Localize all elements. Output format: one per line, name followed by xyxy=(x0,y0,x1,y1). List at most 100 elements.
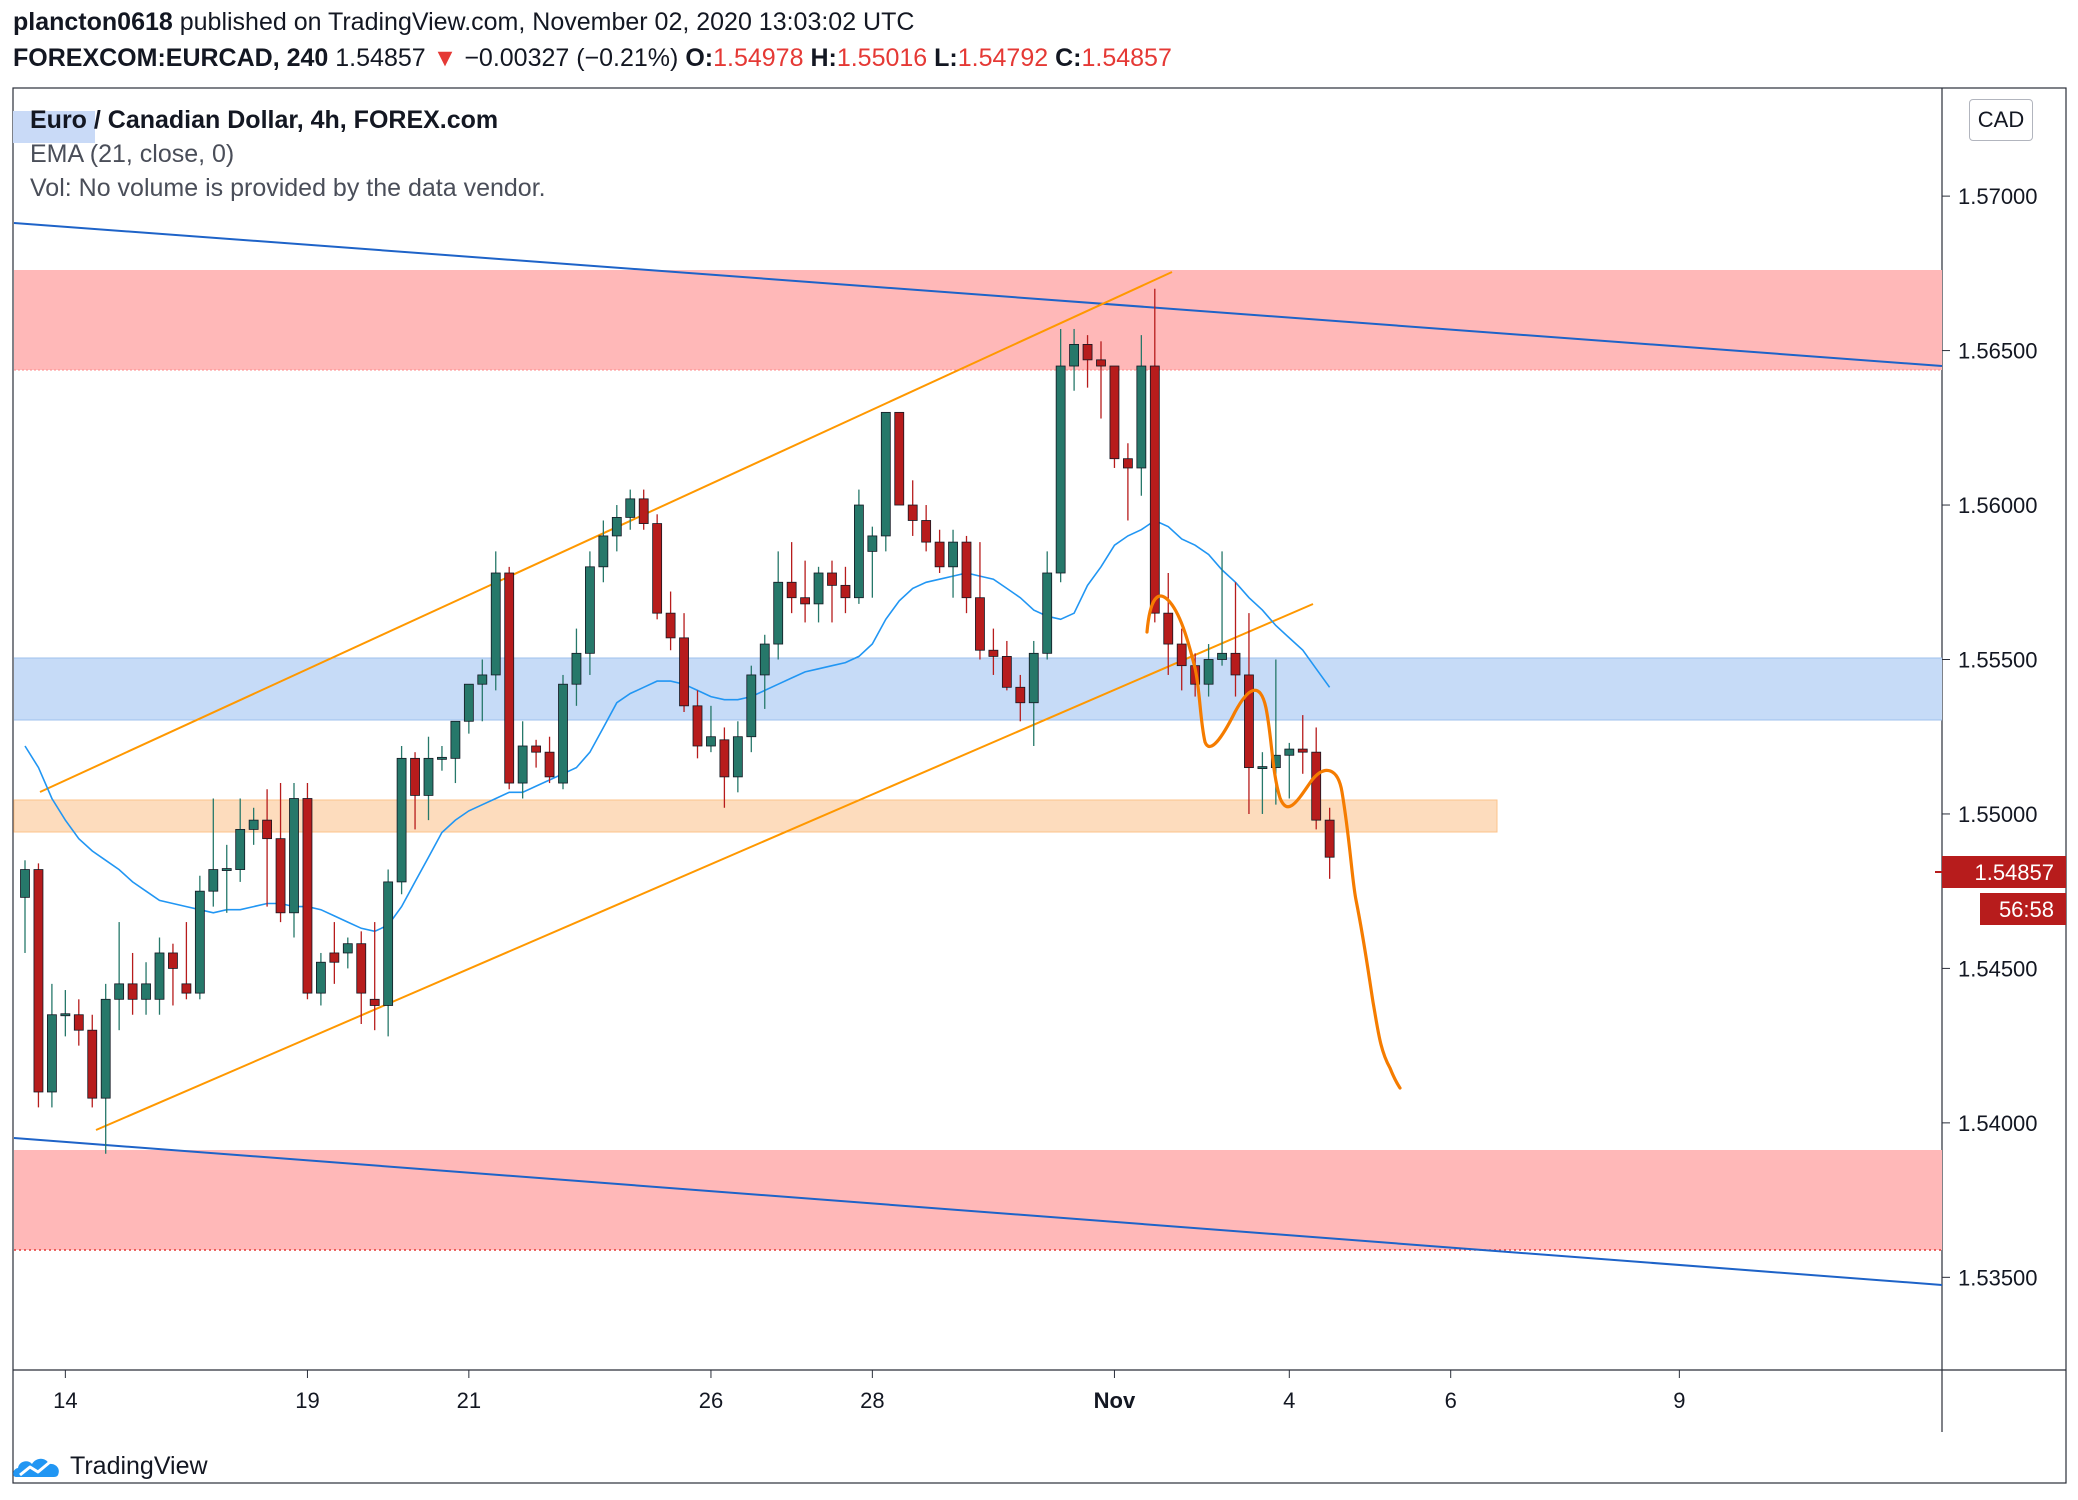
candle-body xyxy=(1284,748,1295,756)
candle xyxy=(87,1014,98,1108)
candle-body xyxy=(383,881,394,1006)
tradingview-brand: TradingView xyxy=(70,1451,208,1480)
candle xyxy=(665,591,676,651)
time-tick-label: 9 xyxy=(1673,1388,1685,1413)
candle-body xyxy=(571,652,582,685)
candle xyxy=(1284,742,1295,799)
candle-body xyxy=(410,757,420,796)
low-value: 1.54792 xyxy=(957,44,1049,72)
candle xyxy=(127,952,138,1015)
candle xyxy=(396,745,407,895)
candle-body xyxy=(827,572,837,586)
candle xyxy=(800,560,810,623)
last-price: 1.54857 xyxy=(335,44,426,72)
candle-body xyxy=(773,581,784,645)
candle xyxy=(1109,365,1120,468)
candle xyxy=(558,674,568,790)
legend-highlight xyxy=(13,111,95,143)
candle xyxy=(221,844,232,913)
candle xyxy=(1257,752,1268,814)
candle xyxy=(181,922,192,1000)
candle-body xyxy=(1270,754,1281,769)
candle-body xyxy=(1149,365,1160,614)
candle-body xyxy=(141,983,151,1000)
legend-volume[interactable]: Vol: No volume is provided by the data v… xyxy=(30,174,546,202)
candle-body xyxy=(1311,751,1322,821)
candle-body xyxy=(194,890,205,994)
candle-body xyxy=(235,828,246,870)
price-tick-label: 1.55000 xyxy=(1958,802,2038,827)
candle-body xyxy=(732,736,743,778)
candle-timer-badge xyxy=(1980,893,2066,925)
candle-body xyxy=(800,597,810,605)
candle xyxy=(598,520,609,583)
price-tick-label: 1.56000 xyxy=(1958,493,2038,518)
candle-body xyxy=(60,1013,71,1017)
candle-body xyxy=(1163,612,1174,645)
candle xyxy=(154,937,165,1015)
price-tick-label: 1.57000 xyxy=(1958,184,2038,209)
legend-title[interactable]: Euro / Canadian Dollar, 4h, FOREX.com xyxy=(30,106,499,134)
author-name[interactable]: plancton0618 xyxy=(13,8,173,36)
candle-body xyxy=(1123,458,1133,469)
candle-body xyxy=(1217,652,1227,660)
candle-body xyxy=(719,739,730,778)
candle-body xyxy=(114,983,125,1000)
candle-body xyxy=(423,757,434,796)
support-zone-blue xyxy=(14,658,1942,720)
publish-info: published on TradingView.com, November 0… xyxy=(179,8,915,36)
legend-ema[interactable]: EMA (21, close, 0) xyxy=(30,140,235,168)
candle-body xyxy=(1096,359,1106,367)
candle-body xyxy=(1042,572,1053,654)
candle-body xyxy=(315,961,326,994)
candle xyxy=(235,798,246,882)
candle-body xyxy=(517,745,528,784)
tradingview-logo[interactable]: TradingView xyxy=(12,1448,208,1484)
candle xyxy=(329,922,340,984)
candle-body xyxy=(652,523,663,614)
candle xyxy=(544,736,555,784)
candle xyxy=(934,529,945,573)
candle xyxy=(692,690,703,759)
candle xyxy=(168,943,178,1006)
candle xyxy=(854,489,864,604)
candle xyxy=(907,480,918,536)
candle-body xyxy=(437,756,447,760)
candle-body xyxy=(1028,652,1039,704)
candle-body xyxy=(692,705,703,747)
candle xyxy=(1176,628,1187,691)
candle xyxy=(1015,674,1026,722)
candle xyxy=(988,628,999,675)
symbol-label[interactable]: FOREXCOM:EURCAD, 240 xyxy=(13,44,329,72)
close-value: 1.54857 xyxy=(1081,44,1172,72)
orange-zone xyxy=(13,799,1498,833)
candle xyxy=(33,863,44,1108)
candle-body xyxy=(463,683,474,722)
candle xyxy=(248,807,259,845)
open-value: 1.54978 xyxy=(713,44,804,72)
candle-body xyxy=(880,411,891,537)
candle xyxy=(961,535,972,614)
lower-trendline xyxy=(13,1137,1943,1286)
candle xyxy=(423,736,434,821)
candle xyxy=(732,721,743,793)
time-axis[interactable]: 14 19 21 26 28 Nov 4 6 9 xyxy=(53,1370,1685,1413)
price-axis[interactable]: 1.57000 1.56500 1.56000 1.55500 1.55000 1.545… xyxy=(1942,184,2038,1290)
candle xyxy=(1082,335,1093,388)
candle xyxy=(20,860,30,953)
candle-body xyxy=(611,516,622,537)
candle-body xyxy=(1203,659,1214,685)
candle-body xyxy=(1069,343,1079,367)
candle-body xyxy=(1055,365,1066,574)
time-tick-label: 19 xyxy=(295,1388,319,1413)
ohlc-line: FOREXCOM:EURCAD, 240 1.54857 ▼ −0.00327 … xyxy=(13,44,1172,73)
candle xyxy=(410,752,420,830)
candle-body xyxy=(1244,674,1254,769)
candle xyxy=(921,505,932,552)
candle-body xyxy=(1230,652,1241,676)
price-tick-label: 1.56500 xyxy=(1958,339,2038,364)
ema-line xyxy=(24,519,1331,933)
plot-frame xyxy=(12,87,2067,1484)
currency-button[interactable]: CAD xyxy=(1969,99,2033,141)
